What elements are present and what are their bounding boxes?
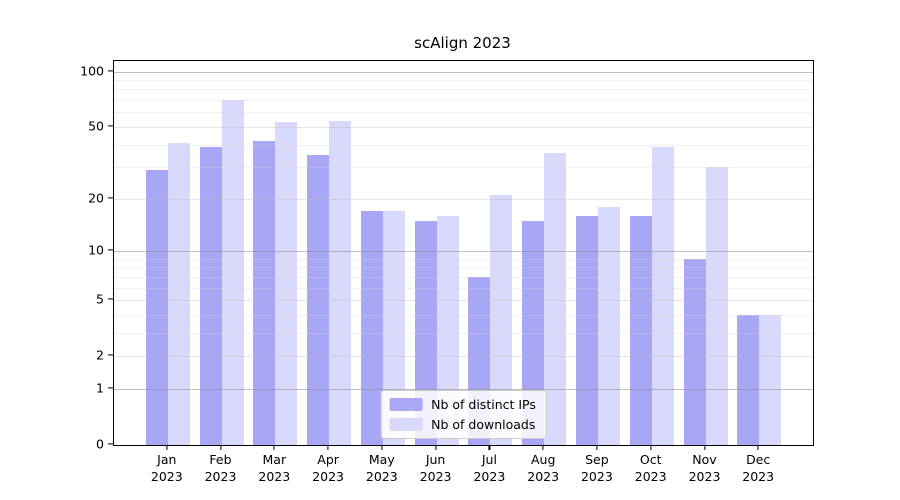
bar-downloads-feb [221,100,244,445]
x-tick-mark-sep [596,445,598,450]
y-tick-label-50: 50 [88,118,104,134]
y-tick-label-5: 5 [96,291,104,307]
bar-distinct-ips-jan [145,169,168,445]
x-tick-mark-jun [435,445,437,450]
x-tick-label-feb: Feb 2023 [204,452,237,484]
legend-label-distinct-ips: Nb of distinct IPs [431,397,536,412]
bar-distinct-ips-feb [199,146,222,445]
x-tick-mark-oct [650,445,652,450]
bar-downloads-sep [597,206,620,445]
bar-downloads-apr [329,120,352,445]
bar-downloads-may [382,211,405,445]
legend-swatch-distinct-ips [389,398,423,411]
legend-item-downloads: Nb of downloads [389,417,536,432]
y-tick-label-20: 20 [88,190,104,206]
x-tick-label-jan: Jan 2023 [150,452,183,484]
x-tick-mark-jan [166,445,168,450]
x-tick-label-oct: Oct 2023 [634,452,667,484]
gridline-y-100 [114,71,813,73]
x-tick-label-jun: Jun 2023 [419,452,452,484]
x-tick-mark-aug [542,445,544,450]
gridline-y-60 [114,112,813,114]
gridline-y-40 [114,144,813,146]
bar-downloads-jan [167,142,190,445]
x-tick-label-apr: Apr 2023 [312,452,344,484]
bar-downloads-oct [651,146,674,445]
x-tick-label-may: May 2023 [365,452,398,484]
bar-downloads-aug [544,152,567,445]
gridline-y-50 [114,126,813,128]
bar-downloads-dec [759,314,782,445]
bar-distinct-ips-nov [683,258,706,445]
y-tick-mark-10 [108,249,113,251]
legend: Nb of distinct IPs Nb of downloads [380,390,547,439]
legend-item-distinct-ips: Nb of distinct IPs [389,397,536,412]
y-tick-mark-50 [108,125,113,127]
x-tick-mark-mar [273,445,275,450]
bar-distinct-ips-sep [575,215,598,445]
bar-downloads-jul [490,194,513,445]
y-tick-label-2: 2 [96,347,104,363]
y-tick-mark-1 [108,387,113,389]
bar-distinct-ips-oct [629,215,652,445]
x-tick-mark-apr [327,445,329,450]
bar-distinct-ips-may [360,211,383,445]
bar-distinct-ips-dec [737,314,760,445]
y-tick-label-0: 0 [96,436,104,452]
gridline-y-80 [114,89,813,91]
x-tick-label-dec: Dec 2023 [742,452,775,484]
bar-downloads-nov [705,167,728,445]
plot-area: Nb of distinct IPs Nb of downloads [113,60,814,446]
bar-distinct-ips-mar [253,140,276,445]
y-tick-label-100: 100 [80,63,104,78]
x-tick-mark-jul [488,445,490,450]
x-tick-label-nov: Nov 2023 [688,452,721,484]
x-tick-label-mar: Mar 2023 [258,452,291,484]
bar-downloads-jun [436,215,459,445]
gridline-y-90 [114,79,813,81]
y-tick-mark-20 [108,197,113,199]
x-tick-label-aug: Aug 2023 [527,452,560,484]
y-tick-mark-5 [108,298,113,300]
y-tick-label-1: 1 [96,380,104,396]
y-tick-mark-2 [108,354,113,356]
x-tick-mark-may [381,445,383,450]
x-tick-mark-dec [757,445,759,450]
gridline-y-70 [114,100,813,101]
y-tick-label-10: 10 [88,242,104,258]
legend-swatch-downloads [389,418,423,431]
y-tick-mark-100 [108,69,113,72]
chart-title: scAlign 2023 [414,34,511,52]
x-tick-label-jul: Jul 2023 [473,452,506,484]
legend-label-downloads: Nb of downloads [431,417,536,432]
bar-distinct-ips-apr [307,155,330,445]
y-tick-mark-0 [108,443,113,445]
x-tick-label-sep: Sep 2023 [580,452,613,484]
x-tick-mark-feb [219,445,222,450]
bar-downloads-mar [275,122,298,445]
x-tick-mark-nov [703,445,706,450]
